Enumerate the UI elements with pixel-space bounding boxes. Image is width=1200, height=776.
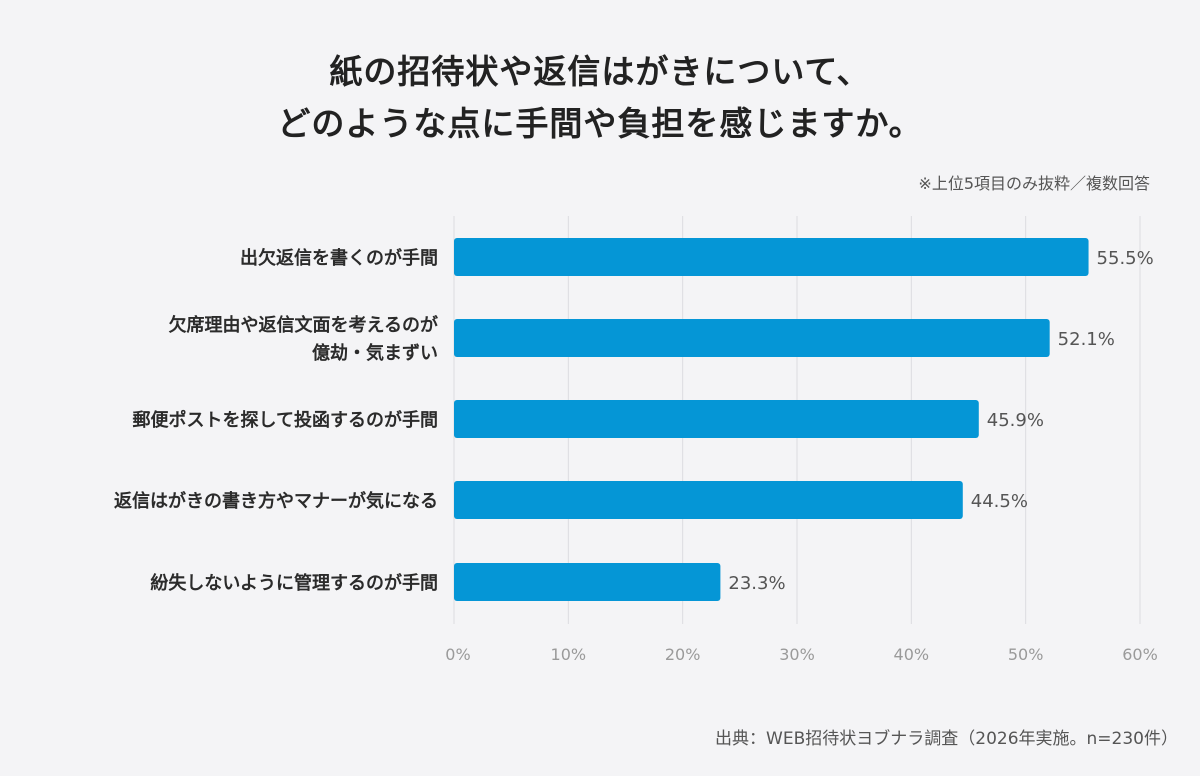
bar-value-label: 55.5% bbox=[1097, 248, 1154, 269]
x-tick-label: 50% bbox=[1008, 645, 1044, 664]
bar bbox=[454, 481, 963, 519]
bar-value-label: 45.9% bbox=[987, 410, 1044, 431]
chart-note: ※上位5項目のみ抜粋／複数回答 bbox=[918, 174, 1150, 193]
x-tick-label: 20% bbox=[665, 645, 701, 664]
category-label: 億劫・気まずい bbox=[312, 342, 438, 364]
chart-title: 紙の招待状や返信はがきについて、 どのような点に手間や負担を感じますか。 bbox=[0, 46, 1200, 150]
bar bbox=[454, 563, 721, 601]
bar bbox=[454, 400, 979, 438]
x-tick-label: 40% bbox=[894, 645, 930, 664]
bar-value-label: 23.3% bbox=[728, 573, 785, 594]
bar-value-label: 44.5% bbox=[971, 491, 1028, 512]
category-label: 出欠返信を書くのが手間 bbox=[240, 247, 438, 269]
x-tick-label: 10% bbox=[551, 645, 587, 664]
category-label: 郵便ポストを探して投函するのが手間 bbox=[133, 409, 438, 431]
x-tick-label: 30% bbox=[779, 645, 815, 664]
x-tick-label: 60% bbox=[1122, 645, 1158, 664]
x-tick-label: 0% bbox=[445, 645, 470, 664]
category-label: 欠席理由や返信文面を考えるのが bbox=[169, 314, 438, 336]
chart-title-line-1: 紙の招待状や返信はがきについて、 bbox=[329, 52, 871, 91]
chart-source: 出典：WEB招待状ヨブナラ調査（2026年実施。n=230件） bbox=[715, 729, 1178, 749]
bar bbox=[454, 319, 1050, 357]
chart-title-line-2: どのような点に手間や負担を感じますか。 bbox=[277, 104, 923, 143]
category-label: 返信はがきの書き方やマナーが気になる bbox=[114, 490, 438, 512]
category-label: 紛失しないように管理するのが手間 bbox=[150, 572, 438, 594]
bar-value-label: 52.1% bbox=[1058, 329, 1115, 350]
bar bbox=[454, 238, 1089, 276]
